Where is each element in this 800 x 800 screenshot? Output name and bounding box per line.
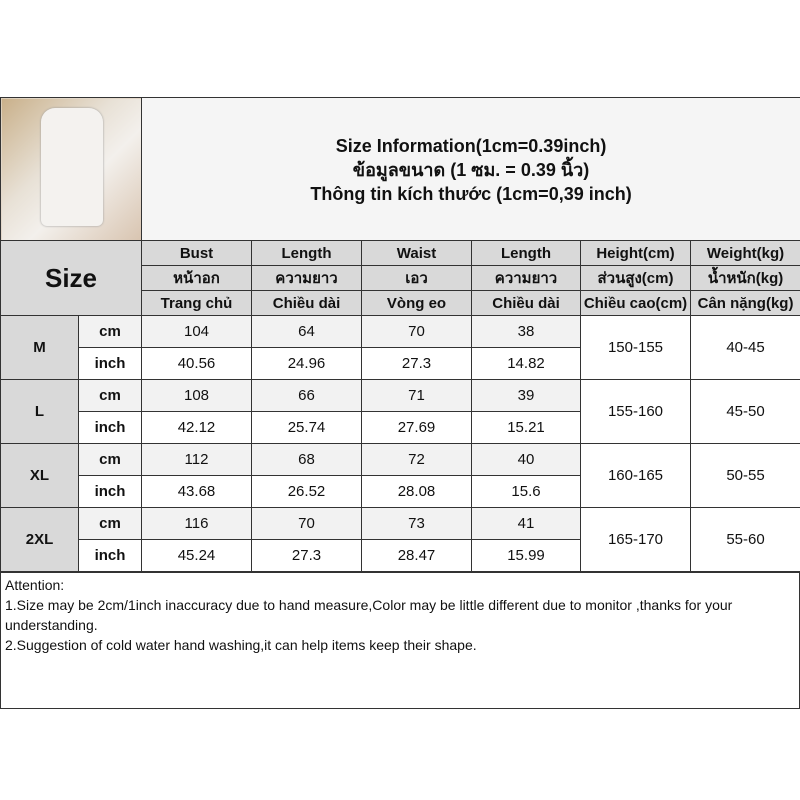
chart-title: Size Information(1cm=0.39inch) ข้อมูลขนา… (140, 97, 800, 241)
unit-label: inch (78, 539, 142, 572)
measurement-cell: 42.12 (141, 411, 252, 444)
measurement-cell: 24.96 (251, 347, 362, 380)
column-header: ส่วนสูง(cm) (580, 265, 691, 291)
header-row-th: หน้าอก ความยาว เอว ความยาว ส่วนสูง(cm) น้ำหนั… (0, 265, 800, 291)
measurement-cell: 28.47 (361, 539, 472, 572)
measurement-cell: 28.08 (361, 475, 472, 508)
measurement-cell: 70 (361, 315, 472, 348)
weight-range: 50-55 (689, 443, 800, 508)
weight-range: 55-60 (689, 507, 800, 572)
column-header: Length (251, 240, 362, 266)
measurement-cell: 64 (251, 315, 362, 348)
column-header: Waist (361, 240, 472, 266)
height-range: 160-165 (580, 443, 691, 508)
column-header: Chiều dài (251, 290, 362, 316)
unit-label: cm (78, 315, 142, 348)
column-header: หน้าอก (141, 265, 252, 291)
column-header: น้ำหนัก(kg) (689, 265, 800, 291)
measurement-cell: 104 (141, 315, 252, 348)
table-row: 2XL cm 116 70 73 41 165-170 55-60 (0, 507, 800, 572)
column-header: Weight(kg) (689, 240, 800, 266)
title-en: Size Information(1cm=0.39inch) (335, 136, 607, 156)
attention-notes: Attention: 1.Size may be 2cm/1inch inacc… (0, 572, 800, 709)
column-header: Height(cm) (580, 240, 691, 266)
column-header: ความยาว (251, 265, 362, 291)
column-header: Chiều cao(cm) (580, 290, 691, 316)
size-name: XL (0, 443, 79, 508)
measurement-cell: 70 (251, 507, 362, 540)
measurement-cell: 45.24 (141, 539, 252, 572)
unit-label: inch (78, 411, 142, 444)
table-row: inch 45.24 27.3 28.47 15.99 (1, 539, 800, 572)
unit-label: inch (78, 475, 142, 508)
note-heading: Attention: (5, 577, 65, 593)
column-header: Vòng eo (361, 290, 472, 316)
column-header: Length (471, 240, 581, 266)
column-header: Chiều dài (471, 290, 581, 316)
measurement-cell: 40.56 (141, 347, 252, 380)
height-range: 165-170 (580, 507, 691, 572)
table-row: XL cm 112 68 72 40 160-165 50-55 (0, 443, 800, 508)
measurement-cell: 66 (251, 379, 362, 412)
size-header: Size (0, 240, 142, 316)
measurement-cell: 72 (361, 443, 472, 476)
size-name: 2XL (0, 507, 79, 572)
size-name: L (0, 379, 79, 444)
measurement-cell: 73 (361, 507, 472, 540)
table-row: inch 40.56 24.96 27.3 14.82 (1, 347, 800, 380)
title-th: ข้อมูลขนาด (1 ซม. = 0.39 นิ้ว) (352, 160, 590, 180)
measurement-cell: 41 (471, 507, 581, 540)
note-2: 2.Suggestion of cold water hand washing,… (5, 637, 477, 653)
measurement-cell: 116 (141, 507, 252, 540)
measurement-cell: 26.52 (251, 475, 362, 508)
measurement-cell: 68 (251, 443, 362, 476)
product-photo (0, 97, 142, 241)
measurement-cell: 14.82 (471, 347, 581, 380)
size-name: M (0, 315, 79, 380)
column-header: Bust (141, 240, 252, 266)
weight-range: 40-45 (689, 315, 800, 380)
weight-range: 45-50 (689, 379, 800, 444)
table-row: inch 42.12 25.74 27.69 15.21 (1, 411, 800, 444)
measurement-cell: 15.21 (471, 411, 581, 444)
measurement-cell: 27.3 (361, 347, 472, 380)
note-1: 1.Size may be 2cm/1inch inaccuracy due t… (5, 597, 733, 633)
measurement-cell: 27.69 (361, 411, 472, 444)
column-header: Cân nặng(kg) (689, 290, 800, 316)
measurement-cell: 27.3 (251, 539, 362, 572)
measurement-cell: 25.74 (251, 411, 362, 444)
column-header: Trang chủ (141, 290, 252, 316)
measurement-cell: 112 (141, 443, 252, 476)
measurement-cell: 15.99 (471, 539, 581, 572)
height-range: 150-155 (580, 315, 691, 380)
unit-label: cm (78, 379, 142, 412)
unit-label: cm (78, 507, 142, 540)
height-range: 155-160 (580, 379, 691, 444)
table-row: inch 43.68 26.52 28.08 15.6 (1, 475, 800, 508)
model-figure (41, 108, 103, 226)
measurement-cell: 71 (361, 379, 472, 412)
title-vi: Thông tin kích thước (1cm=0,39 inch) (310, 184, 632, 204)
measurement-cell: 40 (471, 443, 581, 476)
unit-label: cm (78, 443, 142, 476)
header-row-en: Size Bust Length Waist Length Height(cm) Weigh… (0, 240, 800, 316)
column-header: ความยาว (471, 265, 581, 291)
measurement-cell: 38 (471, 315, 581, 348)
measurement-cell: 108 (141, 379, 252, 412)
unit-label: inch (78, 347, 142, 380)
measurement-cell: 15.6 (471, 475, 581, 508)
measurement-cell: 43.68 (141, 475, 252, 508)
measurement-cell: 39 (471, 379, 581, 412)
size-chart: Size Information(1cm=0.39inch) ข้อมูลขนา… (0, 97, 800, 709)
column-header: เอว (361, 265, 472, 291)
